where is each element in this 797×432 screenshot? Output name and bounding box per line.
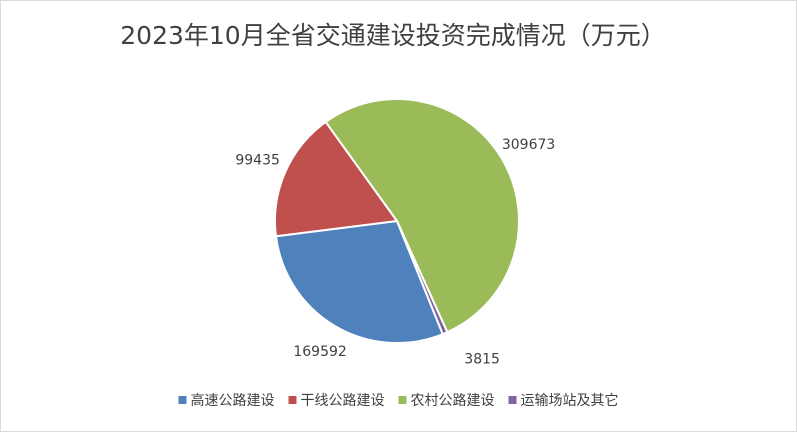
chart-title: 2023年10月全省交通建设投资完成情况（万元） <box>120 21 665 50</box>
data-label: 3815 <box>464 352 500 368</box>
legend: 高速公路建设 干线公路建设 农村公路建设 运输场站及其它 <box>178 392 619 409</box>
legend-swatch <box>178 396 187 404</box>
legend-label: 高速公路建设 <box>191 392 275 409</box>
legend-label: 运输场站及其它 <box>521 392 619 409</box>
legend-swatch <box>398 396 407 404</box>
legend-swatch <box>508 396 517 404</box>
legend-label: 农村公路建设 <box>411 393 495 409</box>
data-label: 99435 <box>235 152 280 168</box>
pie-slice <box>324 98 520 334</box>
legend-swatch <box>288 396 297 404</box>
pie-slice <box>396 220 449 336</box>
legend-label: 干线公路建设 <box>301 393 385 409</box>
pie-slice <box>274 219 445 344</box>
pie-slice <box>274 120 399 238</box>
data-label: 309673 <box>502 137 555 153</box>
data-label: 169592 <box>293 344 346 360</box>
